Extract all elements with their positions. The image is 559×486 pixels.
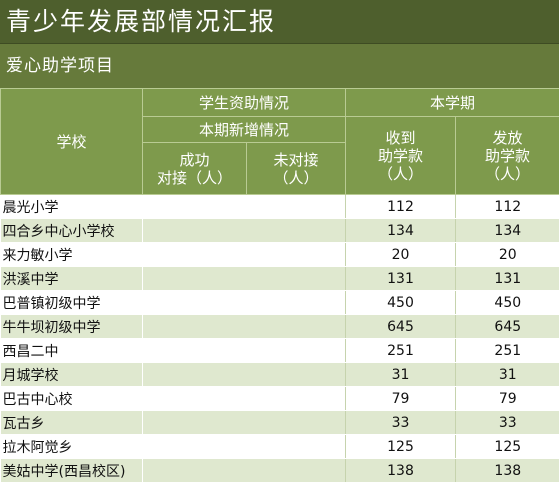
report-title: 青少年发展部情况汇报 (0, 0, 559, 44)
success-cell[interactable] (142, 242, 247, 267)
issued-cell[interactable]: 138 (455, 458, 559, 483)
issued-cell[interactable]: 125 (455, 434, 559, 459)
received-cell[interactable]: 450 (345, 290, 456, 315)
table-row: 拉木阿觉乡 125 125 (0, 434, 559, 459)
success-cell[interactable] (142, 194, 247, 219)
header-unmatched[interactable]: 未对接 （人） (245, 142, 347, 195)
table-row: 晨光小学 112 112 (0, 194, 559, 219)
table-row: 瓦古乡 33 33 (0, 410, 559, 435)
unmatched-cell[interactable] (246, 314, 346, 339)
issued-cell[interactable]: 33 (455, 410, 559, 435)
school-cell[interactable]: 月城学校 (0, 362, 143, 387)
success-cell[interactable] (142, 218, 247, 243)
table-body: 晨光小学 112 112 四合乡中心小学校 134 134 来力敏小学 20 2… (0, 194, 559, 483)
received-cell[interactable]: 112 (345, 194, 456, 219)
received-cell[interactable]: 134 (345, 218, 456, 243)
issued-cell[interactable]: 79 (455, 386, 559, 411)
unmatched-cell[interactable] (246, 242, 346, 267)
header-student-aid[interactable]: 学生资助情况 (141, 88, 347, 117)
issued-cell[interactable]: 20 (455, 242, 559, 267)
issued-cell[interactable]: 112 (455, 194, 559, 219)
success-cell[interactable] (142, 314, 247, 339)
received-cell[interactable]: 79 (345, 386, 456, 411)
school-cell[interactable]: 瓦古乡 (0, 410, 143, 435)
received-cell[interactable]: 125 (345, 434, 456, 459)
header-issued-line3: （人） (485, 164, 531, 183)
table-row: 牛牛坝初级中学 645 645 (0, 314, 559, 339)
school-cell[interactable]: 美姑中学(西昌校区) (0, 458, 143, 483)
header-unmatched-line1: 未对接 (273, 150, 319, 169)
school-cell[interactable]: 四合乡中心小学校 (0, 218, 143, 243)
project-subtitle: 爱心助学项目 (0, 44, 559, 88)
success-cell[interactable] (142, 458, 247, 483)
success-cell[interactable] (142, 386, 247, 411)
unmatched-cell[interactable] (246, 218, 346, 243)
header-issued[interactable]: 发放 助学款 （人） (455, 116, 559, 195)
header-success-match[interactable]: 成功 对接（人） (142, 142, 247, 195)
issued-cell[interactable]: 645 (455, 314, 559, 339)
success-cell[interactable] (142, 266, 247, 291)
unmatched-cell[interactable] (246, 434, 346, 459)
header-unmatched-line2: （人） (273, 168, 319, 187)
unmatched-cell[interactable] (246, 194, 346, 219)
school-cell[interactable]: 牛牛坝初级中学 (0, 314, 143, 339)
success-cell[interactable] (142, 362, 247, 387)
unmatched-cell[interactable] (246, 338, 346, 363)
school-cell[interactable]: 拉木阿觉乡 (0, 434, 143, 459)
success-cell[interactable] (142, 410, 247, 435)
table-row: 洪溪中学 131 131 (0, 266, 559, 291)
table-row: 西昌二中 251 251 (0, 338, 559, 363)
school-cell[interactable]: 巴古中心校 (0, 386, 143, 411)
success-cell[interactable] (142, 290, 247, 315)
header-issued-line1: 发放 (492, 128, 523, 147)
aid-table: 学校 学生资助情况 本学期 本期新增情况 收到 助学款 （人） 发放 助学款 （… (0, 88, 559, 483)
school-cell[interactable]: 洪溪中学 (0, 266, 143, 291)
header-new-this-period[interactable]: 本期新增情况 (141, 116, 347, 143)
issued-cell[interactable]: 134 (455, 218, 559, 243)
table-row: 美姑中学(西昌校区) 138 138 (0, 458, 559, 483)
success-cell[interactable] (142, 338, 247, 363)
success-cell[interactable] (142, 434, 247, 459)
header-received-line1: 收到 (385, 128, 416, 147)
header-issued-line2: 助学款 (485, 146, 531, 165)
header-received-line3: （人） (378, 164, 424, 183)
school-cell[interactable]: 西昌二中 (0, 338, 143, 363)
school-cell[interactable]: 巴普镇初级中学 (0, 290, 143, 315)
issued-cell[interactable]: 31 (455, 362, 559, 387)
header-received-line2: 助学款 (378, 146, 424, 165)
school-cell[interactable]: 晨光小学 (0, 194, 143, 219)
received-cell[interactable]: 138 (345, 458, 456, 483)
unmatched-cell[interactable] (246, 362, 346, 387)
unmatched-cell[interactable] (246, 410, 346, 435)
issued-cell[interactable]: 251 (455, 338, 559, 363)
issued-cell[interactable]: 450 (455, 290, 559, 315)
header-received[interactable]: 收到 助学款 （人） (345, 116, 457, 195)
table-row: 月城学校 31 31 (0, 362, 559, 387)
received-cell[interactable]: 645 (345, 314, 456, 339)
received-cell[interactable]: 31 (345, 362, 456, 387)
received-cell[interactable]: 251 (345, 338, 456, 363)
table-row: 来力敏小学 20 20 (0, 242, 559, 267)
table-row: 巴古中心校 79 79 (0, 386, 559, 411)
received-cell[interactable]: 131 (345, 266, 456, 291)
header-school[interactable]: 学校 (0, 88, 143, 195)
table-row: 四合乡中心小学校 134 134 (0, 218, 559, 243)
header-success-line2: 对接（人） (156, 168, 232, 187)
table-header: 学校 学生资助情况 本学期 本期新增情况 收到 助学款 （人） 发放 助学款 （… (0, 88, 559, 195)
school-cell[interactable]: 来力敏小学 (0, 242, 143, 267)
table-row: 巴普镇初级中学 450 450 (0, 290, 559, 315)
unmatched-cell[interactable] (246, 266, 346, 291)
issued-cell[interactable]: 131 (455, 266, 559, 291)
received-cell[interactable]: 33 (345, 410, 456, 435)
unmatched-cell[interactable] (246, 458, 346, 483)
received-cell[interactable]: 20 (345, 242, 456, 267)
header-success-line1: 成功 (179, 150, 210, 169)
unmatched-cell[interactable] (246, 290, 346, 315)
unmatched-cell[interactable] (246, 386, 346, 411)
header-this-semester[interactable]: 本学期 (345, 88, 559, 117)
